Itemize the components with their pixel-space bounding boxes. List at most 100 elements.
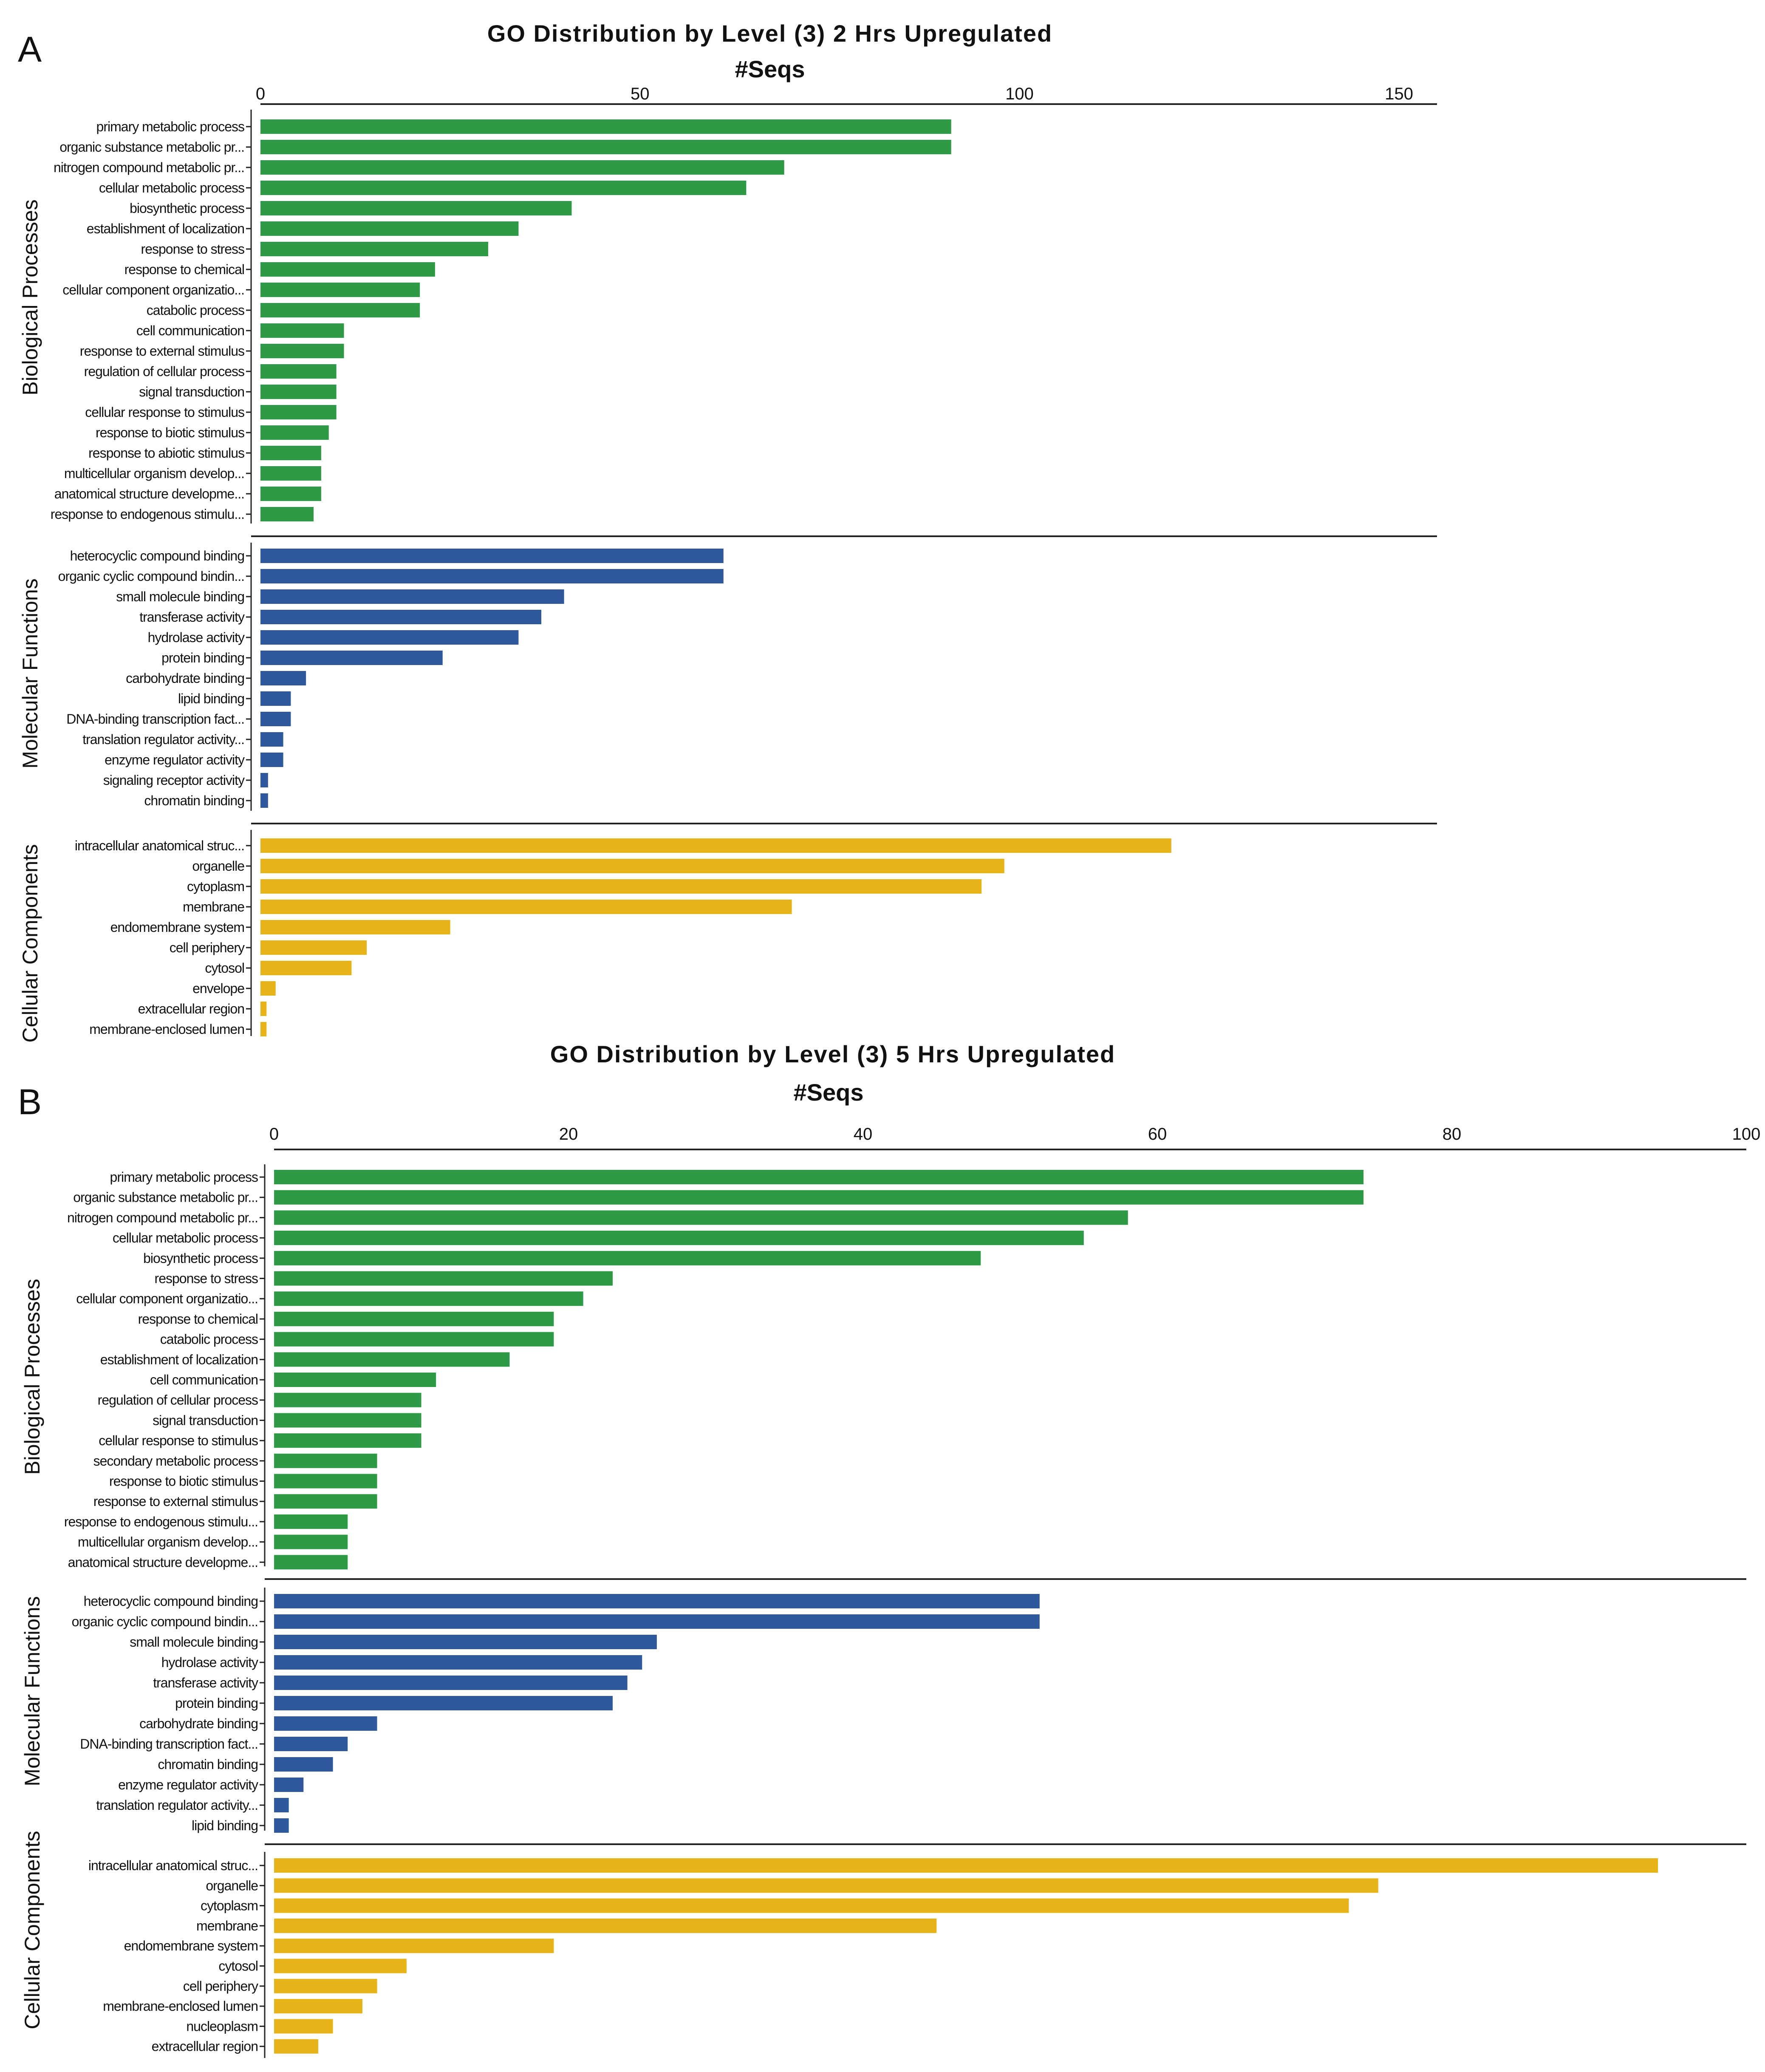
group-molecular-functions: Molecular Functions heterocyclic compound… <box>18 543 1437 824</box>
category-label: extracellular region <box>138 1001 244 1016</box>
bar <box>274 1858 1658 1873</box>
category-label: chromatin binding <box>144 793 244 808</box>
category-label: cytosol <box>218 1959 258 1974</box>
bar <box>260 1022 267 1036</box>
bar <box>274 1271 613 1286</box>
bar <box>274 1231 1084 1245</box>
category-label: organic substance metabolic pr... <box>59 139 244 155</box>
category-label: cellular component organizatio... <box>76 1291 258 1306</box>
category-label: chromatin binding <box>158 1757 258 1772</box>
bar <box>274 1939 554 1953</box>
bar <box>260 920 450 934</box>
bar <box>260 940 367 955</box>
bar <box>260 589 564 604</box>
panel-label: B <box>18 1082 42 1122</box>
bar <box>260 879 982 894</box>
bar <box>260 630 519 645</box>
category-label: enzyme regulator activity <box>105 752 245 767</box>
bar <box>274 2019 333 2034</box>
category-label: intracellular anatomical struc... <box>75 838 244 853</box>
category-label: cell communication <box>136 323 244 338</box>
category-label: translation regulator activity... <box>82 732 244 747</box>
x-tick-label: 60 <box>1148 1125 1167 1144</box>
category-label: signal transduction <box>153 1412 258 1428</box>
category-label: cytoplasm <box>201 1898 258 1913</box>
group-biological-processes: Biological Processes primary metabolic pr… <box>20 1164 1746 1580</box>
category-label: response to stress <box>141 241 244 257</box>
category-label: response to stress <box>155 1271 258 1286</box>
category-label: response to biotic stimulus <box>96 425 244 440</box>
bar <box>260 610 541 624</box>
category-label: protein binding <box>175 1696 258 1711</box>
bar <box>274 1737 348 1751</box>
bar <box>274 1190 1364 1205</box>
x-tick-label: 0 <box>256 85 265 103</box>
bar <box>260 753 283 767</box>
bar <box>260 773 268 787</box>
bar <box>260 981 276 996</box>
bar <box>274 1778 304 1792</box>
bar <box>274 1352 510 1367</box>
bar <box>274 1614 1040 1629</box>
panel-label: A <box>18 29 42 69</box>
bar <box>274 1635 657 1649</box>
category-label: catabolic process <box>147 303 244 318</box>
category-label: response to chemical <box>138 1311 258 1327</box>
bar <box>260 160 784 175</box>
category-label: organic substance metabolic pr... <box>73 1190 258 1205</box>
category-label: cellular metabolic process <box>113 1230 258 1245</box>
bar <box>260 671 306 685</box>
bar <box>274 1373 436 1387</box>
category-label: organelle <box>192 858 244 874</box>
group-label: Biological Processes <box>20 1279 44 1475</box>
category-label: anatomical structure developme... <box>68 1554 258 1570</box>
bar <box>260 181 747 195</box>
group-label: Cellular Components <box>20 1831 44 2030</box>
bar <box>274 1251 981 1265</box>
category-label: small molecule binding <box>130 1634 258 1650</box>
bar <box>274 1716 377 1731</box>
chart-panel-a: A GO Distribution by Level (3) 2 Hrs Upre… <box>18 20 1437 1042</box>
bar <box>260 651 443 665</box>
bar <box>260 712 291 726</box>
bar <box>274 1210 1128 1225</box>
x-tick-label: 20 <box>559 1125 578 1144</box>
category-label: envelope <box>192 981 244 996</box>
category-label: response to biotic stimulus <box>109 1474 258 1489</box>
category-label: cytoplasm <box>187 879 244 894</box>
bar <box>274 1959 407 1973</box>
category-label: organic cyclic compound bindin... <box>58 569 244 584</box>
group-label: Cellular Components <box>18 844 42 1043</box>
category-label: extracellular region <box>152 2039 258 2054</box>
category-label: cell periphery <box>183 1979 258 1994</box>
bar <box>274 1534 348 1549</box>
x-tick-label: 100 <box>1005 85 1034 103</box>
category-label: transferase activity <box>153 1675 258 1690</box>
x-axis-title: #Seqs <box>735 56 805 82</box>
category-label: cell periphery <box>170 940 245 955</box>
bar <box>274 1818 289 1833</box>
category-label: organic cyclic compound bindin... <box>72 1614 258 1629</box>
bar <box>260 323 344 338</box>
group-molecular-functions: Molecular Functions heterocyclic compound… <box>20 1588 1746 1845</box>
category-label: nitrogen compound metabolic pr... <box>54 160 244 175</box>
bar <box>260 446 321 460</box>
group-cellular-components: Cellular Components intracellular anatomi… <box>20 1831 1658 2058</box>
group-biological-processes: Biological Processes primary metabolic pr… <box>18 110 1437 537</box>
bar <box>274 1433 421 1448</box>
category-label: response to endogenous stimulu... <box>64 1514 258 1529</box>
category-label: establishment of localization <box>100 1352 258 1367</box>
bar <box>274 1494 377 1509</box>
bar <box>260 691 291 706</box>
category-label: protein binding <box>161 650 244 665</box>
chart-panel-b: B GO Distribution by Level (3) 5 Hrs Upre… <box>18 1041 1760 2058</box>
category-label: transferase activity <box>139 609 245 625</box>
bar <box>274 1332 554 1347</box>
bar <box>274 1898 1349 1913</box>
group-label: Molecular Functions <box>20 1596 44 1786</box>
category-label: nucleoplasm <box>186 2018 258 2034</box>
category-label: hydrolase activity <box>148 630 245 645</box>
bar <box>260 119 951 134</box>
bar <box>274 1453 377 1468</box>
